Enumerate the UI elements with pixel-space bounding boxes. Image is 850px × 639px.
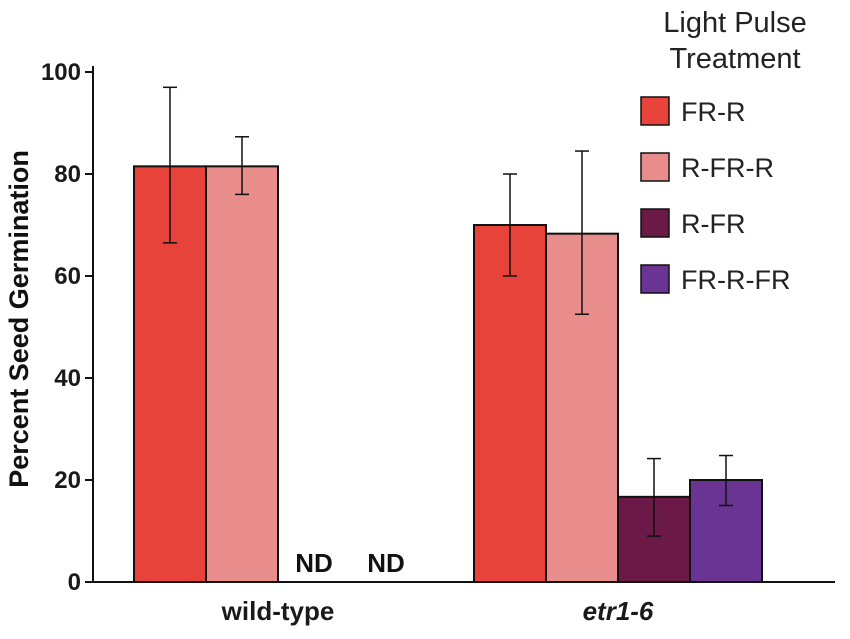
x-category-label: wild-type bbox=[221, 596, 335, 626]
y-tick-label: 100 bbox=[41, 59, 81, 86]
legend: Light Pulse Treatment FR-R R-FR-R R-FR FR-R-F… bbox=[640, 7, 807, 295]
bar bbox=[205, 165, 279, 583]
legend-title: Treatment bbox=[669, 43, 800, 75]
y-tick-label: 20 bbox=[54, 467, 81, 494]
annotations: ND ND bbox=[295, 548, 405, 578]
y-tick-label: 80 bbox=[54, 161, 81, 188]
y-tick-label: 60 bbox=[54, 263, 81, 290]
legend-swatch bbox=[640, 152, 670, 182]
legend-title: Light Pulse bbox=[663, 7, 807, 39]
axes: 0 20 40 60 80 100 Percent Seed Germination wild… bbox=[4, 59, 835, 626]
y-axis-label: Percent Seed Germination bbox=[4, 150, 34, 488]
x-category-label: etr1-6 bbox=[583, 596, 654, 626]
nd-label: ND bbox=[295, 548, 333, 578]
legend-label: R-FR bbox=[681, 209, 745, 239]
bars bbox=[133, 165, 763, 583]
legend-swatch bbox=[640, 208, 670, 238]
legend-swatch bbox=[640, 96, 670, 126]
nd-label: ND bbox=[367, 548, 405, 578]
legend-label: R-FR-R bbox=[681, 153, 774, 183]
y-tick-label: 0 bbox=[68, 569, 81, 596]
legend-swatch bbox=[640, 264, 670, 294]
legend-label: FR-R bbox=[681, 97, 745, 127]
bar bbox=[473, 224, 547, 583]
legend-label: FR-R-FR bbox=[681, 265, 790, 295]
error-bars bbox=[163, 86, 733, 537]
y-tick-label: 40 bbox=[54, 365, 81, 392]
